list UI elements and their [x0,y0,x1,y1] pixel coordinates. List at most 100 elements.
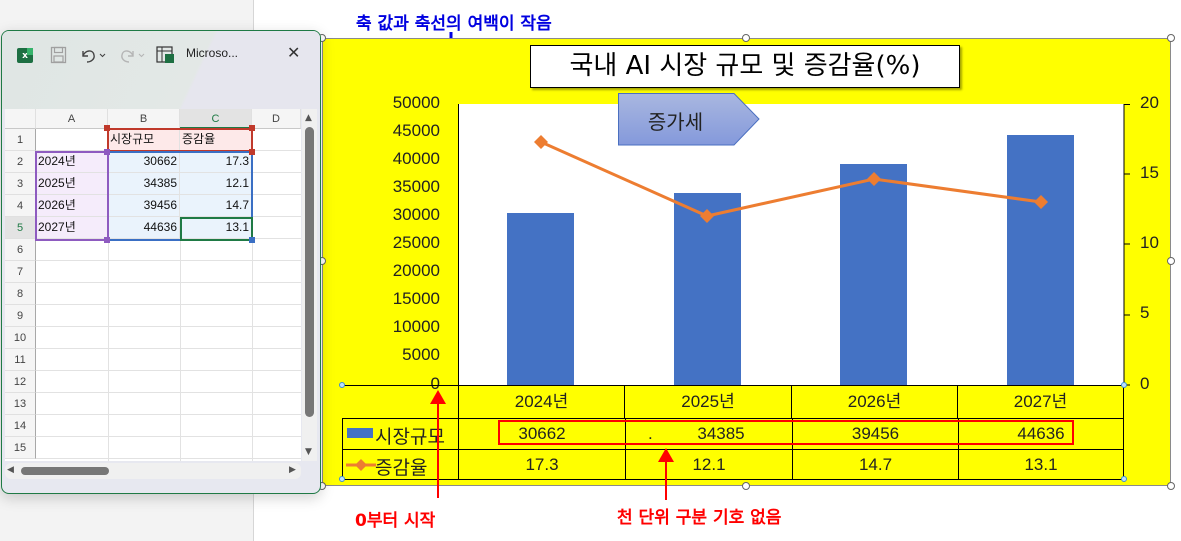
data-table-series-row-market: 시장규모 30662 . 34385 39456 44636 [342,418,1124,449]
vertical-scrollbar[interactable]: ▲ ▼ [302,109,317,461]
row-header[interactable]: 7 [5,261,36,283]
select-all-corner[interactable] [5,109,36,129]
bar-2025[interactable] [674,193,741,385]
resize-handle[interactable] [742,482,750,490]
excel-logo-icon: x [17,48,33,63]
plot-handle[interactable] [339,382,345,388]
cell-B2[interactable]: 30662 [108,151,180,173]
resize-handle[interactable] [742,34,750,42]
value-cell: 30662 [458,419,625,449]
spreadsheet-grid[interactable]: A B C D 1 2 3 4 5 6 7 8 9 10 11 12 13 14… [5,109,301,461]
legend-bar-icon [347,428,373,438]
callout-pentagon-shape[interactable] [618,93,762,147]
cell-B4[interactable]: 39456 [108,195,180,217]
legend-label: 시장규모 [375,426,445,448]
resize-handle[interactable] [1167,257,1175,265]
range-highlight-series-names [107,128,253,152]
active-cell-border [180,217,253,241]
scroll-left-icon[interactable]: ◀ [7,465,14,475]
save-icon[interactable] [50,46,68,64]
range-handle[interactable] [104,237,110,243]
legend-label: 증감율 [375,457,428,479]
horizontal-scroll-thumb[interactable] [21,467,109,475]
marker-diamond-icon [700,209,714,223]
row-header[interactable]: 15 [5,437,36,459]
range-handle[interactable] [249,237,255,243]
excel-window[interactable]: x Microso... ✕ A B C D 1 2 3 4 5 6 7 8 9 [1,30,321,494]
cell-A5[interactable]: 2027년 [36,217,108,239]
resize-handle[interactable] [1167,34,1175,42]
y2-axis-tick: 0 [1140,374,1150,393]
legend-line-marker-icon [346,459,376,471]
row-header[interactable]: 11 [5,349,36,371]
cell-C2[interactable]: 17.3 [180,151,252,173]
close-icon[interactable]: ✕ [287,43,301,62]
category-label: 2027년 [957,386,1124,418]
value-cell: 14.7 [792,450,958,479]
row-header[interactable]: 8 [5,283,36,305]
y2-axis-tick: 15 [1140,163,1159,182]
marker-diamond-icon [1034,195,1048,209]
horizontal-scrollbar[interactable]: ◀ ▶ [5,463,301,479]
cell-C3[interactable]: 12.1 [180,173,252,195]
bar-2024[interactable] [507,213,574,385]
y-axis-tick: 50000 [392,93,440,112]
title-bar[interactable] [2,31,320,109]
annotation-start-zero: 0부터 시작 [355,511,436,531]
cell-B3[interactable]: 34385 [108,173,180,195]
range-handle[interactable] [104,125,110,131]
value-cell: 44636 [958,419,1124,449]
highlight-box-values [498,420,1074,445]
column-header-C[interactable]: C [180,109,252,129]
scroll-up-icon[interactable]: ▲ [305,113,312,123]
row-header[interactable]: 4 [5,195,36,217]
spreadsheet-icon[interactable] [156,46,176,64]
row-header[interactable]: 9 [5,305,36,327]
vertical-scroll-thumb[interactable] [305,127,314,417]
chart-data-table[interactable]: 2024년 2025년 2026년 2027년 시장규모 30662 . 343… [342,385,1124,480]
undo-icon[interactable] [79,46,109,64]
plot-handle[interactable] [1121,382,1127,388]
cell-C1[interactable]: 증감율 [180,129,252,151]
range-handle[interactable] [249,125,255,131]
line-growth-rate[interactable] [540,140,1042,218]
annotation-no-thousand-separator: 천 단위 구분 기호 없음 [617,508,782,528]
row-header[interactable]: 14 [5,415,36,437]
chart-title[interactable]: 국내 AI 시장 규모 및 증감율(%) [530,45,960,88]
chart-plot-series[interactable] [458,104,1150,386]
category-label: 2026년 [791,386,957,418]
cell-B5[interactable]: 44636 [108,217,180,239]
row-header[interactable]: 13 [5,393,36,415]
callout-label[interactable]: 증가세 [647,110,704,134]
bar-2027[interactable] [1007,135,1074,385]
resize-handle[interactable] [1167,482,1175,490]
column-header-D[interactable]: D [252,109,301,129]
row-header[interactable]: 10 [5,327,36,349]
y-axis-tick: 45000 [392,121,440,140]
row-header[interactable]: 2 [5,151,36,173]
value-cell: 13.1 [958,450,1124,479]
scroll-down-icon[interactable]: ▼ [305,447,312,457]
column-header-A[interactable]: A [36,109,108,129]
y-axis-tick: 40000 [392,149,440,168]
range-handle[interactable] [249,149,255,155]
y-axis-tick: 0 [430,374,440,393]
column-header-B[interactable]: B [108,109,180,129]
row-header[interactable]: 3 [5,173,36,195]
arrow-up-icon [430,390,446,498]
redo-icon[interactable] [118,46,148,64]
range-handle[interactable] [104,149,110,155]
bar-2026[interactable] [840,164,907,385]
row-header[interactable]: 5 [5,217,36,239]
cell-A2[interactable]: 2024년 [36,151,108,173]
app-name: Microso... [186,46,239,60]
row-header[interactable]: 12 [5,371,36,393]
row-header[interactable]: 1 [5,129,36,151]
category-label: 2025년 [624,386,791,418]
plot-handle[interactable] [1121,476,1127,482]
scroll-right-icon[interactable]: ▶ [289,465,296,475]
y-axis-tick: 30000 [392,205,440,224]
row-header[interactable]: 6 [5,239,36,261]
y-axis-tick: 20000 [392,261,440,280]
plot-handle[interactable] [339,476,345,482]
